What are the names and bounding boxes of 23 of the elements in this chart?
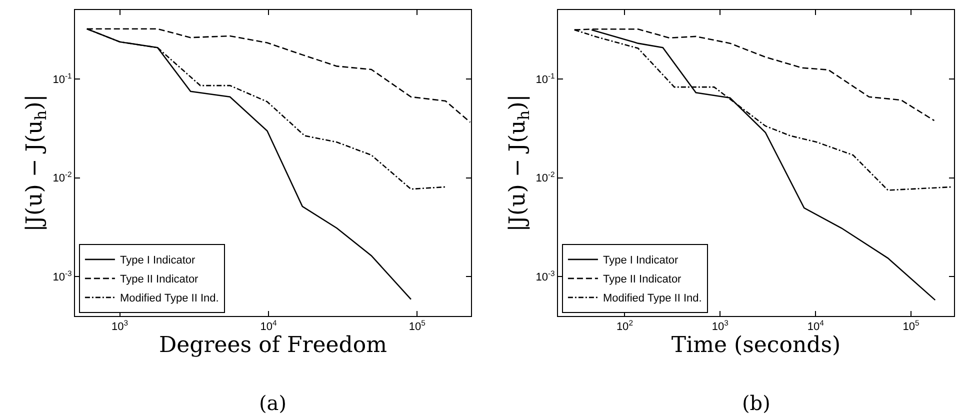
x-tick-label: 10$^{4}$ [260, 318, 278, 334]
text: (a) [259, 391, 287, 415]
x-axis-title: Degrees of Freedom [159, 333, 388, 358]
x-tick-label: 10$^{4}$ [807, 318, 825, 334]
text: (b) [742, 391, 770, 415]
legend-label: Type II Indicator [120, 274, 199, 286]
x-tick-label: 10$^{3}$ [712, 318, 728, 334]
y-tick-label: 10$^{-2}$ [52, 170, 72, 185]
legend-label: Modified Type II Ind. [120, 292, 219, 305]
x-tick-label: 10$^{5}$ [408, 318, 426, 334]
y-tick-label: 10$^{-3}$ [536, 268, 555, 284]
y-tick-label: 10$^{-1}$ [536, 71, 555, 86]
legend-label: Type I Indicator [120, 254, 196, 267]
y-tick-label: 10$^{-1}$ [52, 71, 72, 86]
x-axis-title: Time (seconds) [671, 333, 841, 358]
y-tick-label: 10$^{-2}$ [536, 170, 555, 185]
x-tick-label: 10$^{2}$ [616, 318, 633, 334]
legend-label: Type II Indicator [602, 274, 682, 286]
legend-label: Modified Type II Ind. [602, 292, 702, 305]
x-tick-label: 10$^{5}$ [902, 318, 920, 334]
legend-label: Type I Indicator [602, 254, 679, 267]
y-tick-label: 10$^{-3}$ [52, 268, 72, 284]
x-tick-label: 10$^{3}$ [112, 318, 128, 334]
